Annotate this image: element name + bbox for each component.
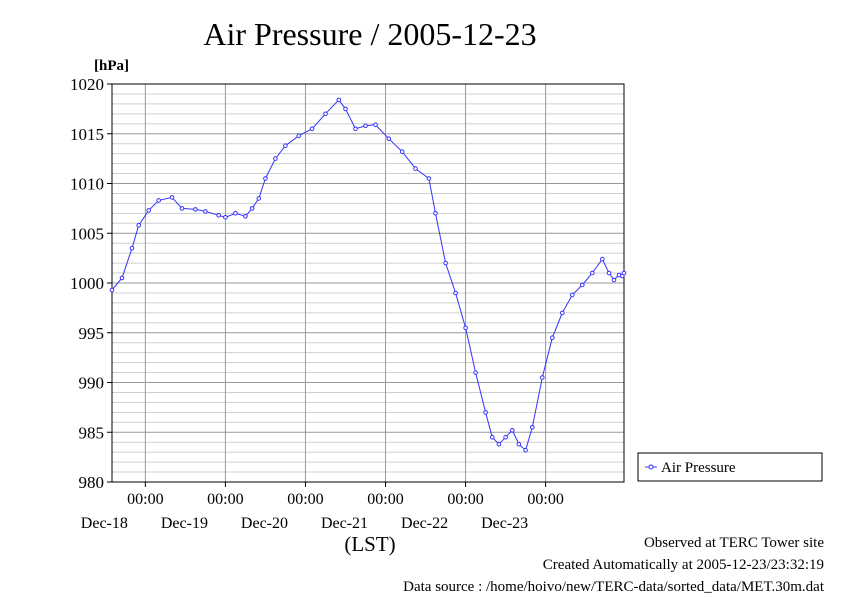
- data-point: [136, 223, 141, 228]
- data-point: [353, 126, 358, 132]
- y-axis-ticks: 980 985 990 995 1000 1005 1010 1015 1020: [70, 75, 112, 492]
- data-point: [343, 106, 348, 112]
- data-point: [146, 208, 151, 213]
- data-point: [129, 245, 135, 251]
- y-tick-label: 995: [79, 324, 105, 343]
- data-point: [296, 133, 302, 138]
- x-tick-time-label: 00:00: [367, 491, 403, 508]
- data-point: [119, 275, 125, 281]
- y-axis-unit-label: [hPa]: [94, 58, 129, 74]
- data-point: [169, 195, 175, 200]
- data-point: [336, 97, 342, 103]
- data-point: [363, 123, 368, 129]
- data-point: [323, 111, 328, 117]
- data-point: [263, 176, 268, 181]
- y-tick-label: 1010: [70, 175, 104, 194]
- y-tick-label: 1000: [70, 274, 104, 293]
- x-axis-ticks: 00:00 Dec-18 00:00 Dec-19 00:00 Dec-20 00:00 De…: [81, 482, 564, 532]
- data-point: [193, 207, 198, 212]
- x-tick-date-label: Dec-23: [481, 515, 528, 532]
- data-point: [109, 287, 115, 293]
- footer-created-note: Created Automatically at 2005-12-23/23:3…: [542, 557, 824, 573]
- y-tick-label: 980: [79, 473, 105, 492]
- data-point: [489, 434, 495, 440]
- data-point: [453, 290, 458, 296]
- data-point: [223, 215, 228, 220]
- data-point: [530, 425, 535, 430]
- y-tick-label: 985: [79, 423, 105, 442]
- legend-marker-swatch: [648, 464, 654, 470]
- x-tick-date-label: Dec-18: [81, 515, 128, 532]
- data-point: [496, 441, 502, 447]
- data-point: [611, 277, 617, 283]
- data-point: [156, 198, 161, 203]
- data-point: [309, 126, 315, 132]
- data-point: [426, 176, 432, 181]
- data-point: [233, 211, 238, 216]
- chart-title: Air Pressure / 2005-12-23: [203, 16, 536, 52]
- x-tick-time-label: 00:00: [127, 491, 163, 508]
- data-point: [600, 256, 605, 262]
- data-point: [256, 196, 262, 201]
- data-point: [606, 270, 612, 276]
- x-tick-time-label: 00:00: [527, 491, 563, 508]
- legend-box: [637, 452, 823, 482]
- data-point: [463, 325, 468, 331]
- x-tick-date-label: Dec-20: [241, 515, 288, 532]
- series-line-air-pressure: [111, 99, 625, 452]
- data-point: [473, 370, 478, 375]
- data-point: [516, 441, 522, 447]
- data-point: [550, 335, 555, 341]
- y-tick-label: 1015: [70, 125, 104, 144]
- footer-site-note: Observed at TERC Tower site: [643, 535, 824, 551]
- data-point: [443, 260, 448, 266]
- x-tick-date-label: Dec-19: [161, 515, 208, 532]
- x-tick-date-label: Dec-22: [401, 515, 448, 532]
- data-point: [580, 282, 585, 288]
- data-point: [216, 213, 221, 218]
- data-point: [249, 206, 255, 211]
- x-tick-time-label: 00:00: [207, 491, 243, 508]
- x-axis-label: (LST): [344, 532, 395, 556]
- y-tick-label: 990: [79, 374, 105, 393]
- data-point: [560, 310, 565, 316]
- legend: Air Pressure: [637, 452, 823, 482]
- x-tick-time-label: 00:00: [287, 491, 323, 508]
- y-tick-label: 1005: [70, 224, 104, 243]
- data-point: [483, 410, 488, 415]
- data-point: [413, 166, 418, 171]
- data-point: [273, 156, 278, 161]
- data-point: [523, 447, 528, 453]
- footer-data-source: Data source : /home/hoivo/new/TERC-data/…: [403, 579, 824, 595]
- data-point: [283, 143, 288, 148]
- data-point: [510, 428, 515, 433]
- data-point: [570, 292, 575, 298]
- data-point: [179, 206, 185, 211]
- data-point: [590, 270, 595, 276]
- y-tick-label: 1020: [70, 75, 104, 94]
- data-point: [540, 375, 545, 380]
- data-point: [203, 209, 208, 214]
- grid-lines: [112, 84, 624, 482]
- data-point: [386, 136, 392, 141]
- x-tick-time-label: 00:00: [447, 491, 483, 508]
- data-point: [399, 149, 405, 154]
- x-tick-date-label: Dec-21: [321, 515, 368, 532]
- data-point: [373, 122, 378, 128]
- data-point: [621, 270, 627, 276]
- legend-label: Air Pressure: [661, 460, 736, 476]
- data-point: [503, 434, 508, 440]
- data-point: [433, 211, 438, 216]
- series-markers: [109, 97, 627, 453]
- data-point: [243, 214, 248, 219]
